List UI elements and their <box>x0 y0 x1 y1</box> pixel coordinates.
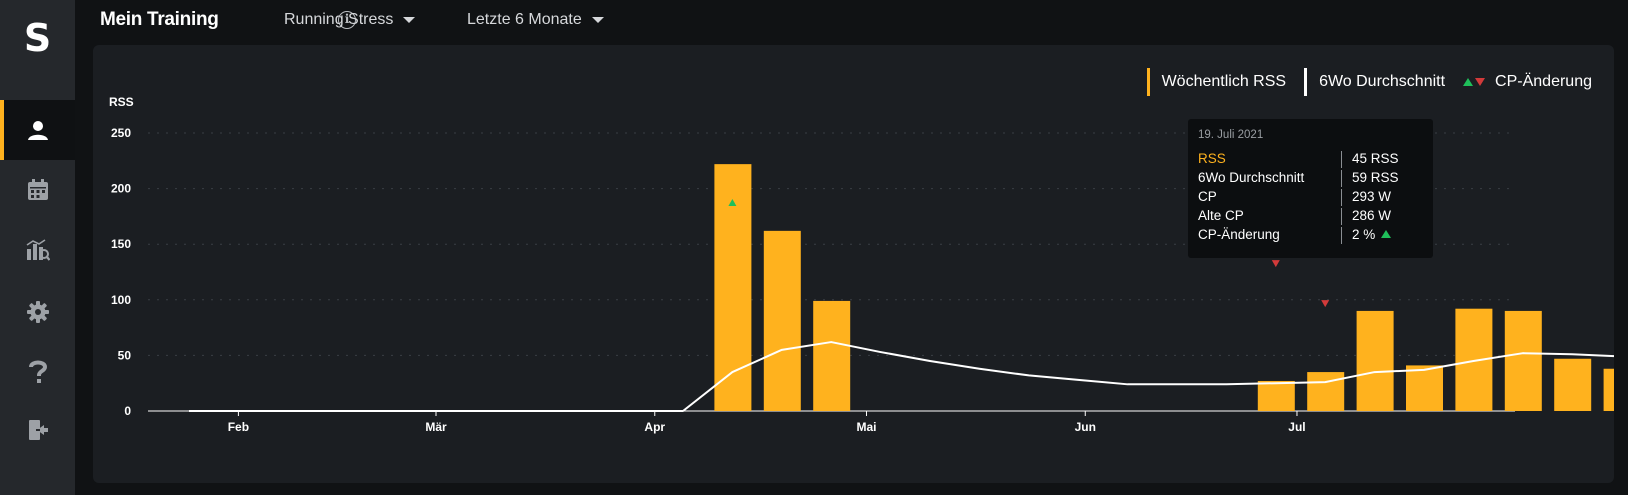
rss-bar <box>1406 365 1443 411</box>
x-tick-label: Jul <box>1288 420 1305 434</box>
x-tick-label: Mai <box>856 420 876 434</box>
rss-bar <box>1307 372 1345 411</box>
legend-weekly-swatch <box>1146 68 1150 96</box>
page-title: Mein Training <box>100 9 219 30</box>
tooltip-row-rss: RSS 45 RSS <box>1198 151 1428 169</box>
logout-icon <box>28 420 48 440</box>
tooltip-value: 59 RSS <box>1341 170 1399 187</box>
tooltip-row-old-cp: Alte CP 286 W <box>1198 208 1428 226</box>
tooltip-key: CP <box>1198 189 1217 204</box>
user-icon <box>27 121 48 140</box>
cp-up-marker <box>728 198 737 206</box>
rss-bar <box>1603 368 1614 411</box>
tooltip-row-avg: 6Wo Durchschnitt 59 RSS <box>1198 170 1428 188</box>
analytics-icon <box>26 239 50 261</box>
legend-weekly-label[interactable]: Wöchentlich RSS <box>1161 73 1287 90</box>
tooltip-value: 2 % <box>1341 227 1392 244</box>
triangle-up-icon <box>1381 230 1392 238</box>
top-bar: Mein Training i Running Stress Letzte 6 … <box>100 0 1628 42</box>
metric-dropdown[interactable]: Running Stress <box>284 11 416 29</box>
x-tick-label: Jun <box>1075 420 1096 434</box>
rss-bar <box>763 230 801 411</box>
app-logo[interactable]: S <box>23 16 52 60</box>
sidebar-item-profile[interactable] <box>0 100 75 160</box>
y-tick-label: 0 <box>124 404 131 418</box>
y-tick-label: 150 <box>111 237 131 251</box>
triangle-up-icon <box>1463 78 1474 86</box>
rss-bar <box>1554 358 1592 411</box>
sidebar: S <box>0 0 75 495</box>
gear-icon <box>26 301 49 323</box>
y-tick-label: 50 <box>118 348 132 362</box>
tooltip-date: 19. Juli 2021 <box>1198 129 1264 141</box>
sidebar-item-logout[interactable] <box>0 400 75 460</box>
rss-bar <box>813 300 851 411</box>
y-tick-label: 250 <box>111 126 131 140</box>
x-tick-label: Apr <box>644 420 665 434</box>
chevron-down-icon <box>591 17 604 23</box>
sidebar-item-settings[interactable] <box>0 282 75 342</box>
rss-chart[interactable]: 0 50 100 150 200 250 RSS Feb Mär Apr Mai Jun Jul <box>93 45 1614 483</box>
y-tick-label: 200 <box>111 182 131 196</box>
rss-bar <box>1356 310 1394 411</box>
legend-avg-swatch <box>1304 68 1308 96</box>
tooltip-value: 286 W <box>1341 208 1391 225</box>
triangle-down-icon <box>1475 78 1486 86</box>
tooltip-key: RSS <box>1198 151 1226 166</box>
tooltip-key: Alte CP <box>1198 208 1244 223</box>
sidebar-item-help[interactable] <box>0 342 75 402</box>
sidebar-item-calendar[interactable] <box>0 160 75 220</box>
rss-bar <box>1504 310 1542 411</box>
question-icon <box>28 360 47 383</box>
sidebar-item-analysis[interactable] <box>0 220 75 280</box>
legend-cp-label[interactable]: CP-Änderung <box>1495 73 1592 90</box>
range-dropdown-label: Letzte 6 Monate <box>467 11 582 28</box>
x-tick-label: Feb <box>228 420 249 434</box>
info-icon[interactable]: i <box>338 11 356 29</box>
cp-down-marker <box>1271 260 1280 268</box>
tooltip-key: CP-Änderung <box>1198 227 1280 242</box>
legend-avg-label[interactable]: 6Wo Durchschnitt <box>1319 73 1446 90</box>
calendar-icon <box>27 179 48 200</box>
tooltip-value: 293 W <box>1341 189 1391 206</box>
y-tick-label: 100 <box>111 293 131 307</box>
x-tick-label: Mär <box>425 420 447 434</box>
chart-legend: Wöchentlich RSS 6Wo Durchschnitt CP-Ände… <box>1146 68 1592 96</box>
y-axis-label: RSS <box>109 95 134 109</box>
tooltip-key: 6Wo Durchschnitt <box>1198 170 1305 185</box>
rss-bar <box>1257 380 1295 411</box>
tooltip-row-cp: CP 293 W <box>1198 189 1428 207</box>
cp-down-marker <box>1321 300 1330 308</box>
avg-line <box>189 341 1614 412</box>
chart-tooltip: 19. Juli 2021 RSS 45 RSS 6Wo Durchschnit… <box>1188 119 1433 258</box>
chevron-down-icon <box>403 17 416 23</box>
tooltip-value: 45 RSS <box>1341 151 1399 168</box>
metric-dropdown-label: Running Stress <box>284 11 394 28</box>
range-dropdown[interactable]: Letzte 6 Monate <box>467 11 604 29</box>
tooltip-row-cp-change: CP-Änderung 2 % <box>1198 227 1428 245</box>
